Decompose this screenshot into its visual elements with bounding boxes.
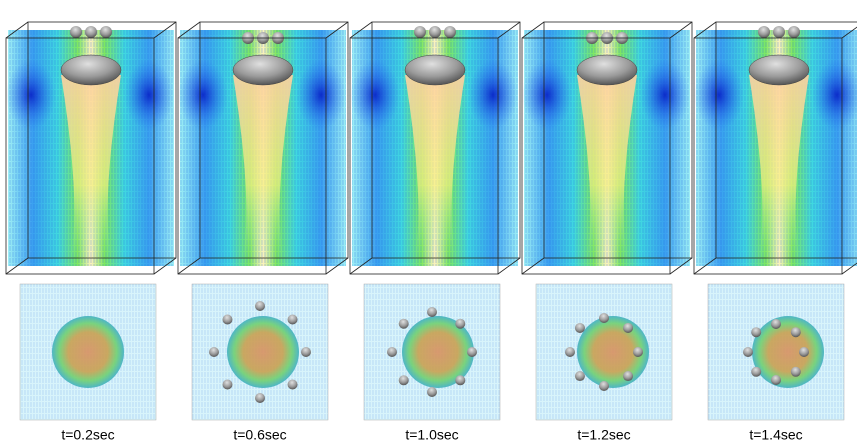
section-particle [565,347,575,357]
droplet [233,55,293,85]
section-particle [301,347,311,357]
section-particle [222,380,232,390]
time-label: t=1.4sec [749,427,802,443]
panel: t=1.0sec [350,22,520,443]
section-droplet [52,316,124,388]
section-particle [255,301,265,311]
section-particle [623,371,633,381]
vortex [296,60,346,130]
section-particle [455,319,465,329]
section-particle [751,327,761,337]
section-droplet [227,316,299,388]
section-particle [743,347,753,357]
section-particle [222,314,232,324]
vortex [468,60,518,130]
panels: t=0.2sec t=0.6sec t=1.0sec t=1.2sec t=1.4sec [6,22,857,443]
panel: t=0.6sec [178,22,348,443]
particle [444,26,456,38]
section-particle [399,319,409,329]
section-particle [575,323,585,333]
figure: t=0.2sec t=0.6sec t=1.0sec t=1.2sec t=1.4sec [0,0,857,446]
section-particle [791,327,801,337]
time-label: t=1.2sec [577,427,630,443]
panel: t=1.4sec [694,22,857,443]
section-particle [599,313,609,323]
section-particle [209,347,219,357]
section-particle [623,323,633,333]
section-particle [751,367,761,377]
section-particle [427,307,437,317]
section-particle [455,375,465,385]
particle [429,26,441,38]
vortex [522,60,572,130]
section-particle [288,314,298,324]
particle [788,26,800,38]
time-label: t=0.6sec [233,427,286,443]
particle [414,26,426,38]
panel: t=0.2sec [6,22,176,443]
section-particle [771,375,781,385]
vortex [694,60,744,130]
particle [70,26,82,38]
panel: t=1.2sec [522,22,692,443]
particle [773,26,785,38]
droplet [749,55,809,85]
section-particle [467,347,477,357]
particle [758,26,770,38]
section-particle [599,381,609,391]
droplet [405,55,465,85]
section-particle [633,347,643,357]
vortex [640,60,690,130]
droplet [577,55,637,85]
vortex [6,60,56,130]
vortex [350,60,400,130]
vortex [178,60,228,130]
section-particle [255,393,265,403]
vortex [124,60,174,130]
section-particle [399,375,409,385]
section-particle [387,347,397,357]
particle [85,26,97,38]
droplet [61,55,121,85]
section-droplet [752,316,824,388]
section-particle [771,319,781,329]
section-particle [427,387,437,397]
particle [100,26,112,38]
time-label: t=1.0sec [405,427,458,443]
section-particle [799,347,809,357]
section-particle [791,367,801,377]
section-particle [288,380,298,390]
section-particle [575,371,585,381]
time-label: t=0.2sec [61,427,114,443]
